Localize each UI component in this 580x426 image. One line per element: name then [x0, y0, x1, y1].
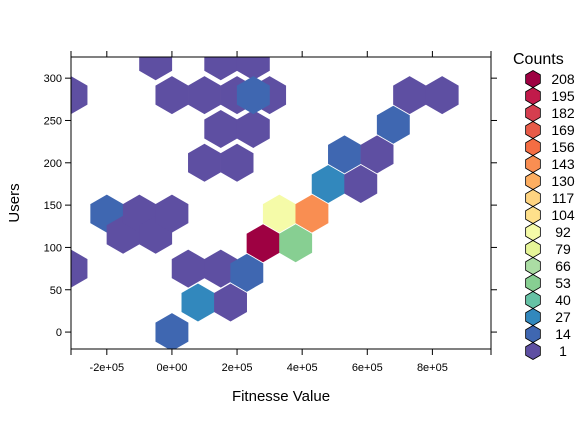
hexbin-cell — [204, 57, 238, 81]
legend-swatch — [525, 189, 541, 207]
hexbin-cell — [262, 194, 296, 233]
y-axis-title: Users — [6, 183, 23, 222]
legend-swatch — [525, 308, 541, 326]
hexbin-cell — [236, 76, 270, 115]
legend-label: 169 — [551, 122, 575, 138]
hexbin-cell — [376, 105, 410, 144]
hexbin-cell — [344, 164, 378, 203]
legend-label: 40 — [555, 292, 571, 308]
legend-swatch — [525, 121, 541, 139]
legend-swatch — [525, 138, 541, 156]
hexbin-cells — [71, 57, 459, 349]
x-tick-label: 2e+05 — [222, 362, 253, 374]
legend-label: 104 — [551, 207, 575, 223]
hexbin-cell — [171, 249, 205, 288]
legend-label: 1 — [559, 343, 567, 359]
hexbin-cell — [181, 283, 215, 322]
legend-swatch — [525, 240, 541, 258]
legend-label: 53 — [555, 275, 571, 291]
legend-swatch — [525, 325, 541, 343]
legend-swatch — [525, 257, 541, 275]
legend-swatch — [525, 206, 541, 224]
legend-swatch — [525, 291, 541, 309]
hexbin-cell — [155, 313, 189, 349]
hexbin-cell — [214, 283, 247, 322]
hexbin-cell — [311, 164, 345, 203]
hexbin-cell — [279, 224, 313, 263]
y-tick-label: 200 — [44, 158, 62, 170]
x-tick-label: 6e+05 — [352, 362, 383, 374]
legend-label: 66 — [555, 258, 571, 274]
legend-label: 130 — [551, 173, 575, 189]
legend-label: 27 — [555, 309, 571, 325]
axes: -2e+05 0e+00 2e+05 4e+05 6e+05 8e+05 0 50 100 150… — [44, 51, 497, 374]
plot-frame — [70, 56, 492, 350]
y-tick-label: 150 — [44, 200, 62, 212]
legend-label: 92 — [555, 224, 571, 240]
legend-swatch — [525, 223, 541, 241]
y-tick-label: 0 — [56, 327, 62, 339]
hexbin-cell — [204, 249, 238, 288]
legend-label: 182 — [551, 105, 575, 121]
x-axis-title: Fitnesse Value — [232, 388, 330, 405]
legend-label: 117 — [552, 190, 575, 206]
hexbin-cell — [328, 135, 361, 174]
legend-label: 195 — [551, 88, 575, 104]
legend-swatch — [525, 70, 541, 88]
legend-label: 156 — [551, 139, 575, 155]
y-tick-label: 50 — [50, 285, 62, 297]
legend-label: 14 — [555, 326, 571, 342]
legend-label: 79 — [555, 241, 571, 257]
hexbin-cell — [236, 57, 270, 81]
legend-swatch — [525, 172, 541, 190]
hexbin-cell — [236, 109, 270, 148]
hexbin-cell — [204, 109, 238, 148]
hexbin-cell — [220, 143, 254, 182]
legend-label: 208 — [551, 71, 575, 87]
y-tick-label: 100 — [44, 242, 62, 254]
hexbin-cell — [246, 224, 280, 263]
x-tick-label: 8e+05 — [417, 362, 448, 374]
legend-title: Counts — [513, 51, 564, 68]
x-tick-label: -2e+05 — [90, 362, 125, 374]
legend-swatch — [525, 155, 541, 173]
hexbin-cell — [71, 249, 88, 288]
y-tick-label: 250 — [44, 115, 62, 127]
hexbin-cell — [295, 194, 329, 233]
legend-swatch — [525, 87, 541, 105]
legend-swatch — [525, 274, 541, 292]
hexbin-cell — [393, 76, 427, 115]
hexbin-cell — [155, 194, 189, 233]
hexbin-cell — [71, 76, 88, 115]
x-tick-label: 0e+00 — [156, 362, 187, 374]
hexbin-cell — [139, 57, 173, 81]
hexbin-cell — [188, 76, 221, 115]
legend-swatch — [525, 342, 541, 360]
legend: Counts 208195182169156143130117104927966… — [513, 51, 575, 360]
y-tick-label: 300 — [44, 73, 62, 85]
x-tick-label: 4e+05 — [287, 362, 318, 374]
legend-swatch — [525, 104, 541, 122]
hexbin-cell — [155, 76, 189, 115]
hexbin-cell — [360, 135, 394, 174]
hexbin-cell — [425, 76, 459, 115]
hexbin-cell — [188, 143, 221, 182]
hexbin-cell — [230, 253, 264, 292]
legend-label: 143 — [551, 156, 575, 172]
